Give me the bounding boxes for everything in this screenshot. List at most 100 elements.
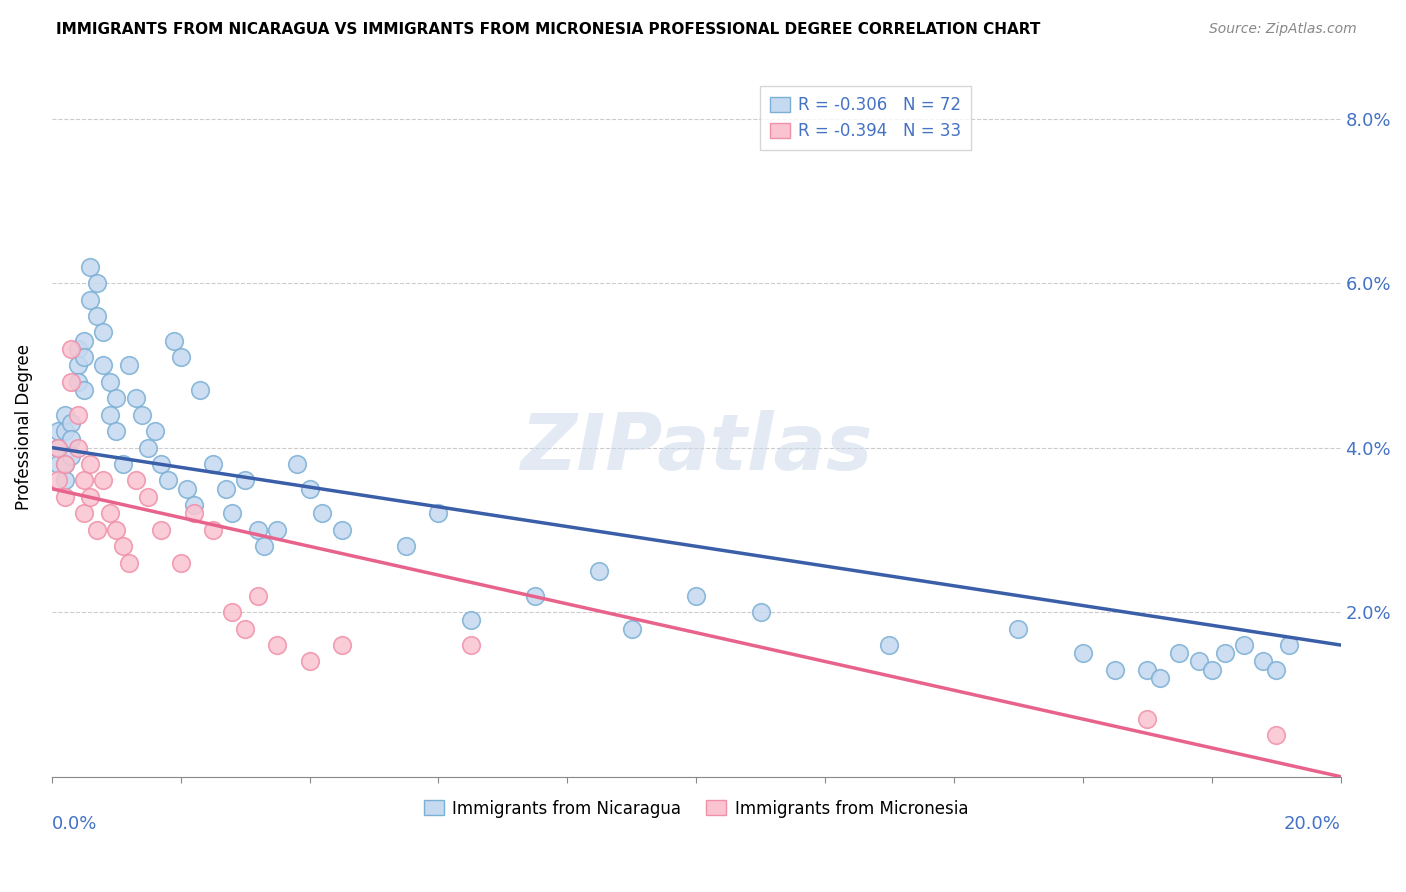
Point <box>330 523 353 537</box>
Point <box>143 424 166 438</box>
Point <box>46 474 69 488</box>
Point <box>749 605 772 619</box>
Point <box>221 507 243 521</box>
Point <box>60 375 83 389</box>
Point <box>588 564 610 578</box>
Point <box>330 638 353 652</box>
Point <box>53 408 76 422</box>
Point <box>60 449 83 463</box>
Point <box>1265 663 1288 677</box>
Point <box>86 276 108 290</box>
Point <box>138 441 160 455</box>
Y-axis label: Professional Degree: Professional Degree <box>15 344 32 510</box>
Point <box>298 482 321 496</box>
Point <box>163 334 186 348</box>
Point <box>53 457 76 471</box>
Point <box>176 482 198 496</box>
Point <box>86 309 108 323</box>
Point <box>124 391 146 405</box>
Point <box>183 507 205 521</box>
Point <box>1136 663 1159 677</box>
Point <box>124 474 146 488</box>
Point <box>1251 655 1274 669</box>
Point <box>98 375 121 389</box>
Point <box>879 638 901 652</box>
Point <box>79 457 101 471</box>
Point <box>79 293 101 307</box>
Point <box>266 638 288 652</box>
Point <box>60 342 83 356</box>
Point <box>620 622 643 636</box>
Point <box>1265 729 1288 743</box>
Point <box>1149 671 1171 685</box>
Point <box>188 383 211 397</box>
Point <box>53 457 76 471</box>
Point <box>1213 646 1236 660</box>
Point <box>460 638 482 652</box>
Point <box>138 490 160 504</box>
Point <box>233 474 256 488</box>
Point <box>53 490 76 504</box>
Point <box>53 474 76 488</box>
Point <box>685 589 707 603</box>
Point <box>46 457 69 471</box>
Text: Source: ZipAtlas.com: Source: ZipAtlas.com <box>1209 22 1357 37</box>
Point <box>169 556 191 570</box>
Point <box>91 474 114 488</box>
Text: ZIPatlas: ZIPatlas <box>520 410 872 486</box>
Point <box>150 457 173 471</box>
Point <box>266 523 288 537</box>
Point <box>285 457 308 471</box>
Point <box>1007 622 1029 636</box>
Point <box>169 350 191 364</box>
Point <box>60 433 83 447</box>
Point <box>66 408 89 422</box>
Point <box>1278 638 1301 652</box>
Point <box>460 613 482 627</box>
Point <box>131 408 153 422</box>
Point <box>46 441 69 455</box>
Point <box>201 523 224 537</box>
Text: 0.0%: 0.0% <box>52 815 97 833</box>
Point <box>524 589 547 603</box>
Point <box>1071 646 1094 660</box>
Point <box>73 334 96 348</box>
Point <box>66 441 89 455</box>
Point <box>201 457 224 471</box>
Point <box>253 539 276 553</box>
Point <box>66 375 89 389</box>
Point <box>111 457 134 471</box>
Point <box>73 507 96 521</box>
Point <box>246 589 269 603</box>
Point <box>53 424 76 438</box>
Point <box>66 359 89 373</box>
Point <box>79 260 101 274</box>
Point <box>98 408 121 422</box>
Point <box>111 539 134 553</box>
Point <box>91 359 114 373</box>
Point <box>79 490 101 504</box>
Point <box>91 326 114 340</box>
Point <box>298 655 321 669</box>
Point <box>1104 663 1126 677</box>
Point <box>246 523 269 537</box>
Point <box>46 424 69 438</box>
Point <box>98 507 121 521</box>
Point <box>311 507 333 521</box>
Point <box>86 523 108 537</box>
Point <box>150 523 173 537</box>
Point <box>105 424 128 438</box>
Point <box>105 391 128 405</box>
Point <box>60 416 83 430</box>
Point <box>215 482 238 496</box>
Point <box>46 441 69 455</box>
Point <box>183 498 205 512</box>
Point <box>118 556 141 570</box>
Text: IMMIGRANTS FROM NICARAGUA VS IMMIGRANTS FROM MICRONESIA PROFESSIONAL DEGREE CORR: IMMIGRANTS FROM NICARAGUA VS IMMIGRANTS … <box>56 22 1040 37</box>
Point <box>73 350 96 364</box>
Text: 20.0%: 20.0% <box>1284 815 1340 833</box>
Point <box>427 507 450 521</box>
Point <box>73 383 96 397</box>
Point <box>395 539 418 553</box>
Point <box>1188 655 1211 669</box>
